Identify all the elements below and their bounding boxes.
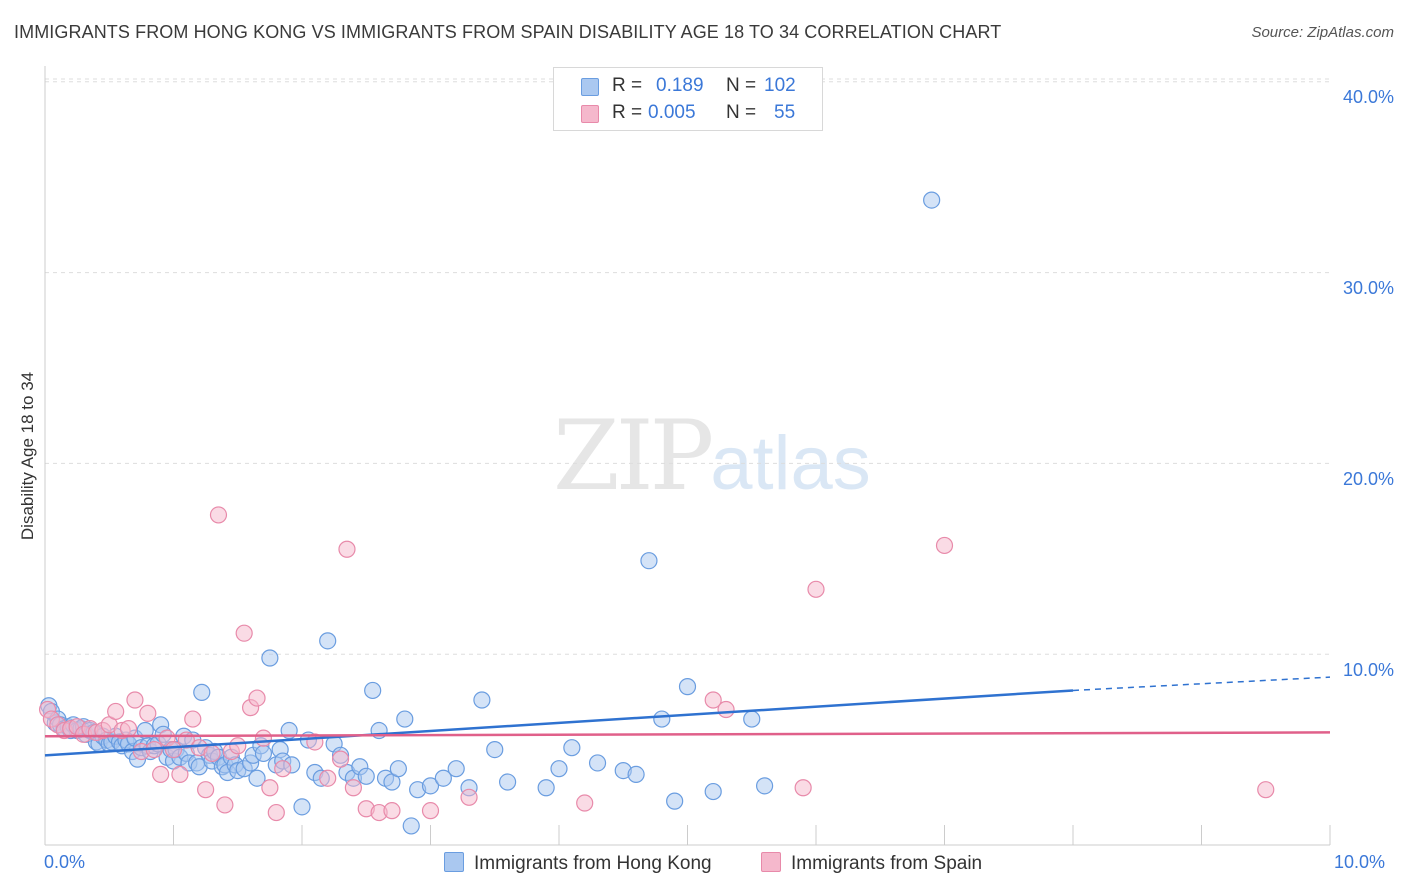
point-hong-kong [588, 754, 607, 772]
legend-row-spain: R = 0.005 N = 55 [554, 100, 822, 128]
point-hong-kong [550, 760, 568, 778]
point-hong-kong [486, 740, 504, 759]
y-tick-label-30: 30.0% [1342, 278, 1394, 298]
point-spain [254, 729, 273, 747]
point-hong-kong [755, 777, 774, 795]
point-spain [807, 580, 825, 598]
x-tick-label-min: 0.0% [44, 852, 86, 872]
point-spain [319, 769, 337, 787]
point-spain [203, 744, 221, 763]
point-spain [235, 624, 253, 642]
point-hong-kong [421, 777, 440, 795]
chart-source: Source: ZipAtlas.com [1251, 24, 1394, 41]
bottom-legend-spain: Immigrants from Spain [761, 852, 982, 876]
bottom-legend-swatch-spain [761, 852, 781, 872]
point-spain [704, 691, 722, 709]
point-spain [184, 710, 202, 728]
point-spain [126, 691, 144, 709]
legend-n-value: 102 [764, 75, 796, 96]
point-spain [1257, 781, 1275, 799]
point-spain [197, 781, 215, 799]
legend-r-value: 0.189 [656, 75, 704, 96]
point-hong-kong [248, 769, 266, 787]
point-spain [383, 802, 401, 820]
point-spain [274, 760, 292, 778]
point-spain [460, 788, 478, 806]
bottom-legend-swatch-hong-kong [444, 852, 464, 872]
legend-swatch-hong-kong [581, 78, 599, 96]
y-tick-label-20: 20.0% [1342, 469, 1394, 489]
point-spain [119, 720, 138, 738]
point-spain [229, 737, 247, 755]
bottom-legend-label-spain: Immigrants from Spain [791, 853, 983, 874]
y-axis-label: Disability Age 18 to 34 [18, 371, 37, 541]
point-spain [216, 796, 234, 814]
point-spain [331, 750, 350, 768]
point-spain [421, 802, 440, 820]
point-spain [344, 779, 362, 797]
legend-n-value: 55 [774, 102, 796, 123]
legend-r-label: R = [612, 75, 643, 96]
legend-r-label: R = [612, 102, 643, 123]
point-hong-kong [704, 782, 722, 801]
point-spain [576, 794, 594, 812]
legend-row-hong-kong: R = 0.189 N = 102 [554, 73, 822, 101]
point-spain [261, 779, 279, 797]
y-tick-label-10: 10.0% [1342, 660, 1394, 680]
legend-n-label: N = [726, 102, 757, 123]
legend-swatch-spain [581, 105, 599, 123]
point-spain [794, 779, 812, 797]
point-hong-kong [389, 760, 407, 778]
watermark-zip: ZIP [553, 400, 714, 512]
point-hong-kong [499, 773, 517, 791]
point-hong-kong [923, 191, 941, 209]
legend-r-value: 0.005 [648, 102, 696, 123]
legend-n-label: N = [726, 75, 757, 96]
point-hong-kong [193, 683, 211, 701]
chart-title: IMMIGRANTS FROM HONG KONG VS IMMIGRANTS … [14, 22, 1002, 42]
point-hong-kong [563, 739, 581, 757]
trendline-hong-kong-extension [1072, 676, 1331, 692]
point-hong-kong [537, 779, 555, 797]
point-hong-kong [666, 792, 684, 810]
point-spain [139, 704, 157, 722]
point-hong-kong [447, 760, 465, 778]
point-hong-kong [396, 710, 414, 728]
bottom-legend-hong-kong: Immigrants from Hong Kong [444, 852, 712, 876]
point-hong-kong [402, 817, 420, 835]
trendline-hong-kong [44, 689, 1074, 757]
point-spain [164, 740, 183, 759]
point-spain [171, 765, 189, 784]
point-hong-kong [678, 678, 697, 696]
bottom-legend-label-hong-kong: Immigrants from Hong Kong [474, 853, 712, 874]
point-spain [248, 689, 266, 707]
point-hong-kong [293, 798, 311, 816]
point-spain [107, 702, 125, 721]
trendline-spain [44, 731, 1331, 738]
point-spain [338, 540, 356, 558]
point-hong-kong [261, 649, 279, 667]
point-hong-kong [743, 710, 761, 728]
point-hong-kong [653, 710, 671, 728]
stats-legend: R = 0.189 N = 102 R = 0.005 N = 55 [553, 67, 823, 131]
point-spain [152, 765, 170, 784]
point-hong-kong [319, 632, 337, 650]
point-hong-kong [640, 552, 658, 570]
point-spain [267, 803, 285, 822]
point-hong-kong [434, 769, 452, 787]
point-spain [209, 506, 228, 524]
x-tick-label-max: 10.0% [1334, 852, 1386, 872]
point-spain [935, 536, 954, 555]
point-hong-kong [364, 681, 382, 700]
point-hong-kong [627, 765, 645, 784]
point-hong-kong [473, 691, 491, 709]
point-spain [717, 700, 735, 719]
watermark: ZIPatlas [553, 400, 871, 512]
point-hong-kong [254, 744, 273, 763]
point-hong-kong [357, 767, 375, 785]
y-tick-label-40: 40.0% [1342, 87, 1394, 107]
